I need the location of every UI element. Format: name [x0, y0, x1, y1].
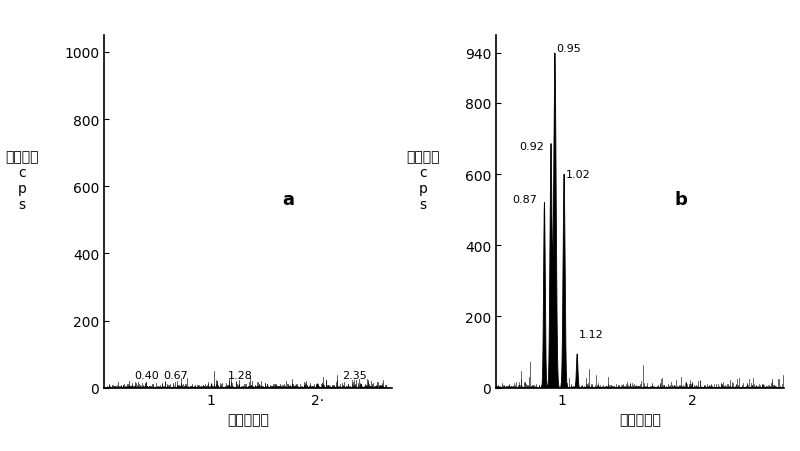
- Y-axis label: 响应强度
c
p
s: 响应强度 c p s: [406, 150, 440, 212]
- Text: a: a: [282, 191, 294, 209]
- Text: 0.92: 0.92: [519, 141, 544, 151]
- Text: 2.35: 2.35: [342, 371, 367, 381]
- Text: 0.95: 0.95: [556, 44, 581, 54]
- Text: 1.12: 1.12: [578, 330, 603, 340]
- Text: b: b: [674, 191, 687, 209]
- X-axis label: 时间，分钟: 时间，分钟: [227, 412, 269, 426]
- Text: 0.40: 0.40: [134, 371, 159, 381]
- Text: 0.67: 0.67: [163, 371, 188, 381]
- Y-axis label: 响应强度
c
p
s: 响应强度 c p s: [6, 150, 39, 212]
- Text: 1.02: 1.02: [566, 170, 590, 179]
- Text: 0.87: 0.87: [512, 194, 538, 204]
- X-axis label: 时间，分钟: 时间，分钟: [619, 412, 661, 426]
- Text: 1.28: 1.28: [228, 371, 253, 381]
